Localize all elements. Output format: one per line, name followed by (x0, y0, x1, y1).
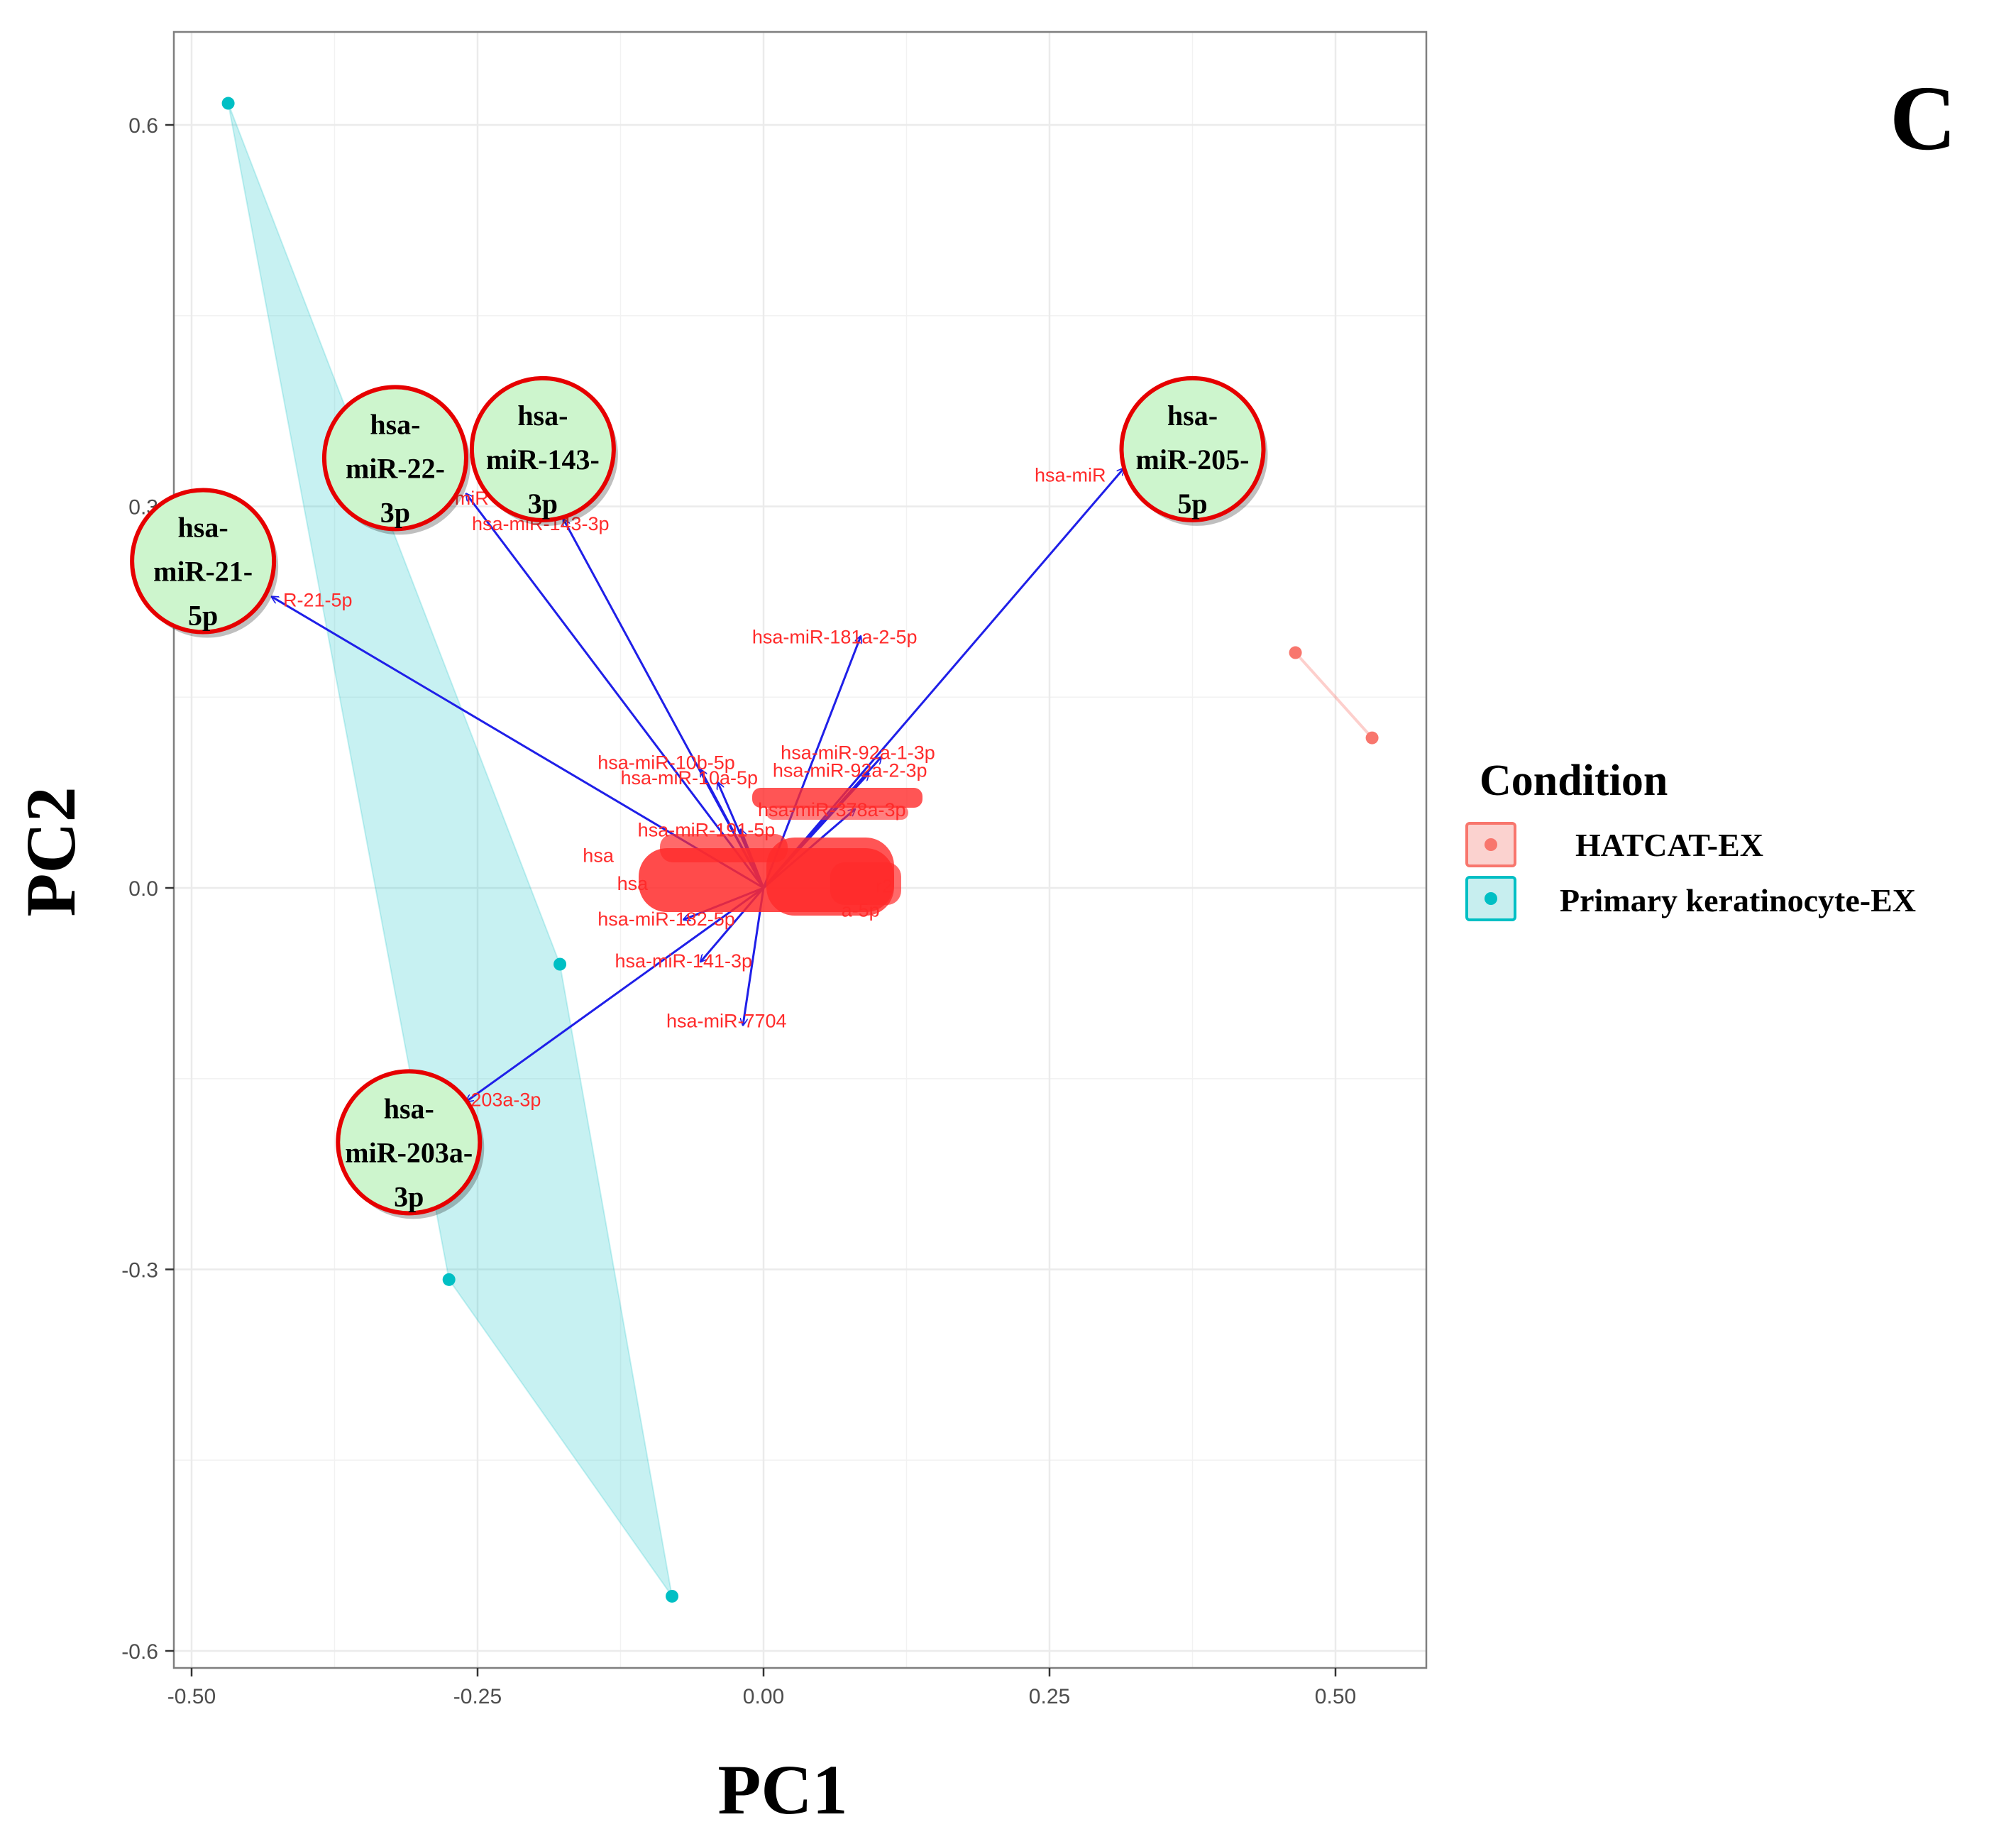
legend-title: Condition (1480, 757, 1668, 805)
legend-label-hatcat: HATCAT-EX (1575, 827, 1763, 863)
y-tick-label: 0.0 (128, 877, 158, 901)
callout-label: 5p (188, 600, 218, 632)
loading-label: R-21-5p (283, 589, 353, 610)
x-tick-label: -0.25 (453, 1685, 502, 1708)
callout-circle (336, 1069, 483, 1216)
loading-label: hsa (583, 845, 615, 866)
hull-hatcat (1294, 652, 1374, 739)
panel-letter: C (1890, 67, 1956, 170)
callout-label: hsa- (370, 408, 420, 440)
callout-circle (1119, 375, 1266, 522)
sample-points (221, 97, 1379, 1603)
callout-circle (130, 488, 277, 635)
point-hatcat (1289, 646, 1302, 659)
point-primary-keratinocyte (221, 97, 235, 110)
legend-entry-primary-keratinocyte: Primary keratinocyte-EX (1465, 876, 1916, 921)
point-hatcat (1365, 731, 1379, 745)
y-axis-title: PC2 (11, 786, 90, 916)
callout-label: miR-205- (1136, 444, 1250, 476)
y-tick-label: -0.6 (121, 1640, 158, 1664)
callout-label: 5p (1177, 488, 1207, 520)
legend-dot-primary-keratinocyte (1485, 892, 1497, 905)
x-axis-title: PC1 (717, 1750, 847, 1829)
x-tick-label: -0.50 (167, 1685, 216, 1708)
y-tick-label: -0.3 (121, 1259, 158, 1283)
callout-label: hsa- (178, 512, 228, 544)
loading-label: hsa-miR-10b-5p (597, 752, 735, 774)
legend-dot-hatcat (1485, 838, 1497, 851)
loading-arrow (466, 494, 765, 889)
loading-label: hsa-miR-92a-1-3p (781, 742, 935, 763)
dense-label-cluster (639, 788, 922, 916)
y-tick-label: 0.6 (128, 114, 158, 138)
point-primary-keratinocyte (666, 1589, 679, 1603)
callout-label: miR-203a- (345, 1136, 473, 1168)
callout-label: miR-21- (153, 556, 253, 588)
loading-label: hsa-miR-10a-5p (621, 767, 759, 789)
loading-label: hsa-miR-181a-2-5p (752, 626, 918, 647)
x-tick-label: 0.00 (743, 1685, 784, 1708)
callout-label: 3p (528, 488, 558, 520)
point-primary-keratinocyte (553, 957, 567, 971)
x-tick-label: 0.25 (1029, 1685, 1070, 1708)
loading-label: hsa-miR-141-3p (615, 950, 752, 972)
mirna-callouts: hsa-miR-21- 5p hsa-miR-22- 3p hsa-miR-143- 3p… (130, 375, 1268, 1219)
x-tick-label: 0.50 (1315, 1685, 1356, 1708)
legend: Condition HATCAT-EX Primary keratinocyte… (1465, 757, 1916, 921)
callout-label: hsa- (1167, 400, 1218, 432)
callout-circle (321, 385, 468, 532)
plot-frame (172, 31, 1428, 1669)
loading-label: 203a-3p (470, 1089, 541, 1110)
mirna-callout: hsa-miR-143- 3p (469, 375, 618, 526)
mirna-callout: hsa-miR-205- 5p (1119, 375, 1268, 526)
callout-label: miR-22- (346, 452, 445, 484)
loading-arrow (466, 886, 764, 1102)
callout-label: 3p (394, 1180, 424, 1212)
loading-label: hsa-miR-92a-2-3p (773, 759, 927, 781)
legend-entry-hatcat: HATCAT-EX (1465, 822, 1763, 867)
mirna-callout: hsa-miR-22- 3p (321, 385, 470, 535)
legend-label-primary-keratinocyte: Primary keratinocyte-EX (1560, 882, 1916, 918)
mirna-callout: hsa-miR-21- 5p (130, 488, 279, 638)
callout-label: hsa- (517, 400, 568, 432)
point-primary-keratinocyte (442, 1273, 456, 1286)
callout-circle (469, 375, 616, 522)
mirna-callout: hsa-miR-203a- 3p (336, 1069, 485, 1219)
callout-label: 3p (380, 496, 410, 528)
loading-label: hsa-miR (1035, 465, 1106, 486)
callout-label: hsa- (384, 1092, 434, 1124)
plot-border (172, 31, 1428, 1669)
callout-label: miR-143- (486, 444, 600, 476)
loading-label: hsa-miR-7704 (666, 1010, 787, 1031)
